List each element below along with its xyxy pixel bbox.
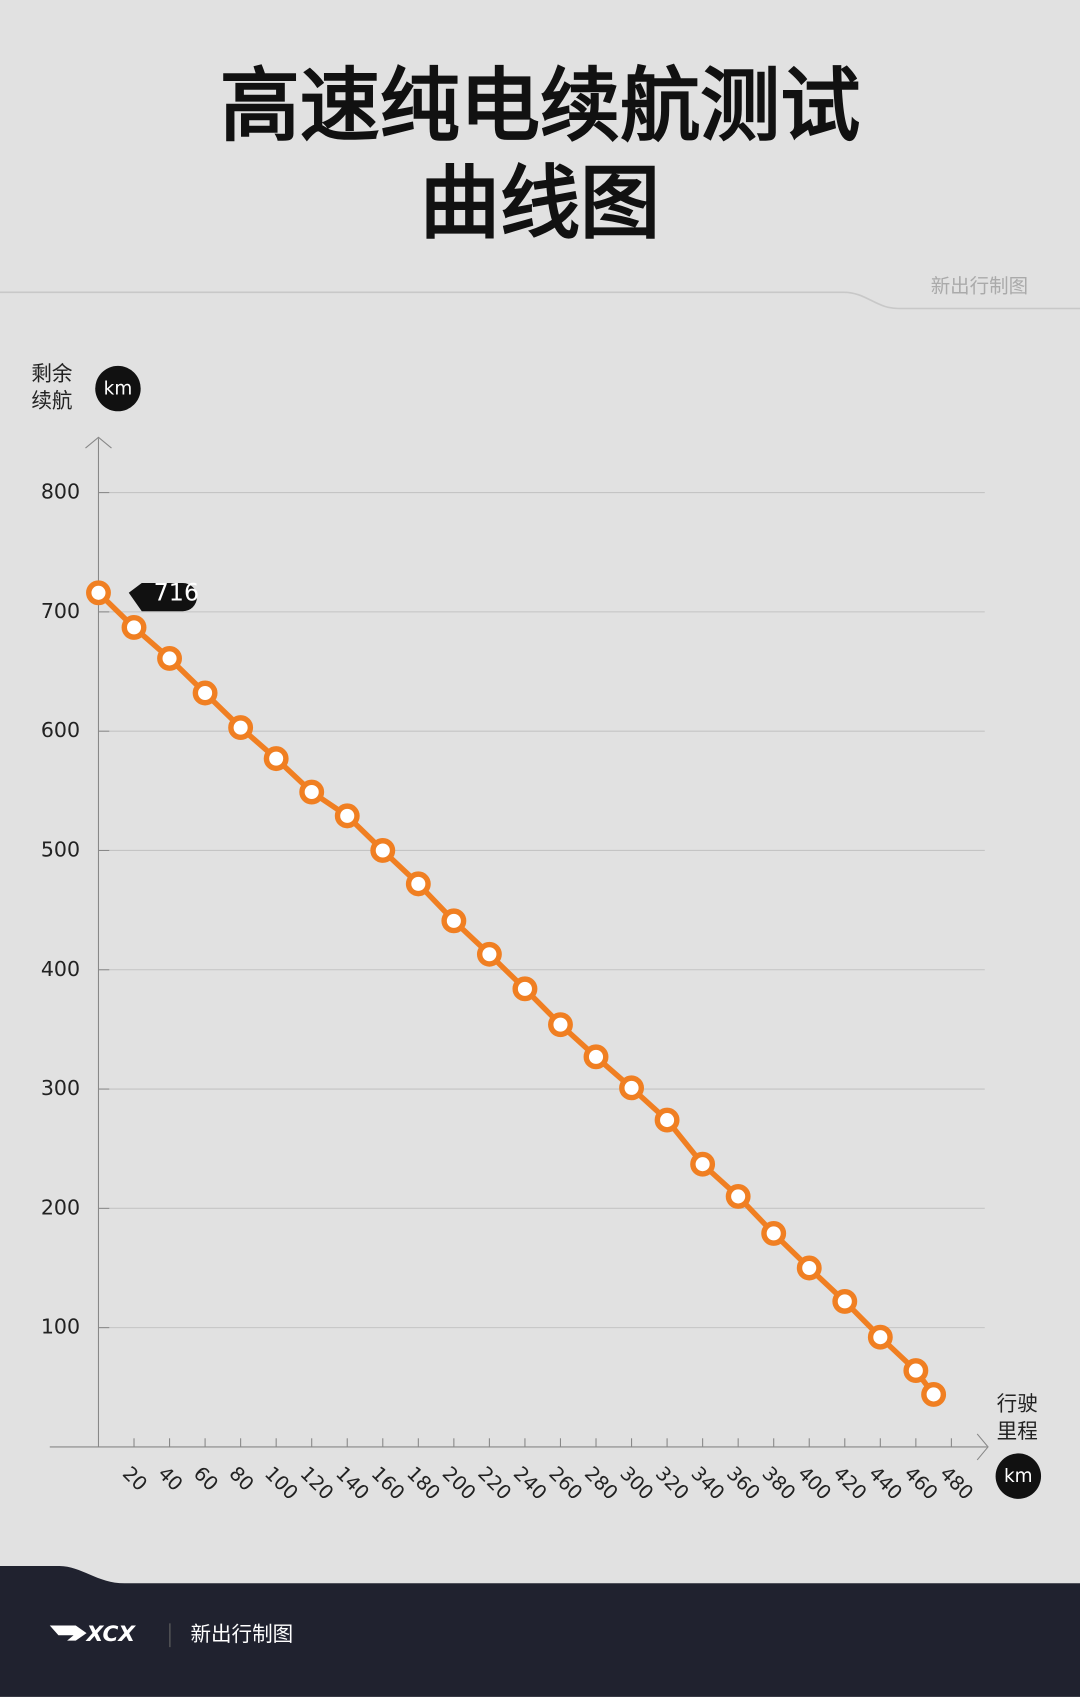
x-arrow: [976, 1433, 989, 1461]
point: [583, 1044, 609, 1070]
logo: XCX: [85, 1622, 137, 1647]
point: [725, 1183, 751, 1209]
y-tick-label: 300: [41, 1076, 80, 1100]
logo-mark: [49, 1625, 87, 1641]
footer: [0, 1565, 1080, 1697]
y-unit: km: [104, 379, 133, 400]
point: [121, 614, 147, 640]
point: [796, 1255, 822, 1281]
point: [476, 941, 502, 967]
point: [334, 803, 360, 829]
point: [921, 1382, 947, 1407]
point: [157, 645, 182, 671]
point: [619, 1075, 644, 1101]
y-tick-label: 600: [41, 718, 80, 742]
point: [192, 680, 218, 706]
point: [654, 1107, 680, 1133]
point: [903, 1358, 929, 1384]
point: [690, 1151, 716, 1177]
unit-badge: [995, 1453, 1042, 1499]
y-tick-label: 800: [41, 480, 80, 504]
credit: 新出行制图: [931, 274, 1028, 297]
callout: [128, 583, 197, 612]
y-tick-label: 200: [41, 1195, 80, 1219]
y-axis-label: 续航: [31, 389, 72, 413]
header-rule: [0, 291, 1080, 310]
y-tick-label: 400: [41, 957, 80, 981]
point: [299, 779, 325, 805]
unit-badge: [95, 365, 141, 412]
y-tick-label: 500: [41, 837, 80, 861]
x-unit: km: [1004, 1466, 1033, 1487]
y-arrow: [85, 436, 112, 449]
point: [548, 1012, 573, 1038]
title-line: 高速纯电续航测试: [220, 60, 861, 153]
point: [867, 1324, 893, 1350]
x-axis-label: 行驶: [997, 1392, 1038, 1416]
point: [832, 1288, 858, 1314]
x-axis-label: 里程: [997, 1419, 1038, 1443]
point: [441, 908, 467, 934]
point: [370, 838, 396, 863]
point: [228, 715, 254, 741]
data-label: 716: [154, 578, 199, 606]
footer-credit: 新出行制图: [190, 1622, 293, 1646]
y-tick-label: 100: [41, 1315, 80, 1339]
point: [405, 871, 431, 897]
y-axis-label: 剩余: [31, 362, 73, 386]
point: [86, 580, 111, 606]
point: [761, 1220, 787, 1246]
title-line: 曲线图: [420, 157, 660, 250]
point: [263, 746, 289, 772]
y-tick-label: 700: [41, 599, 80, 623]
point: [512, 976, 538, 1002]
